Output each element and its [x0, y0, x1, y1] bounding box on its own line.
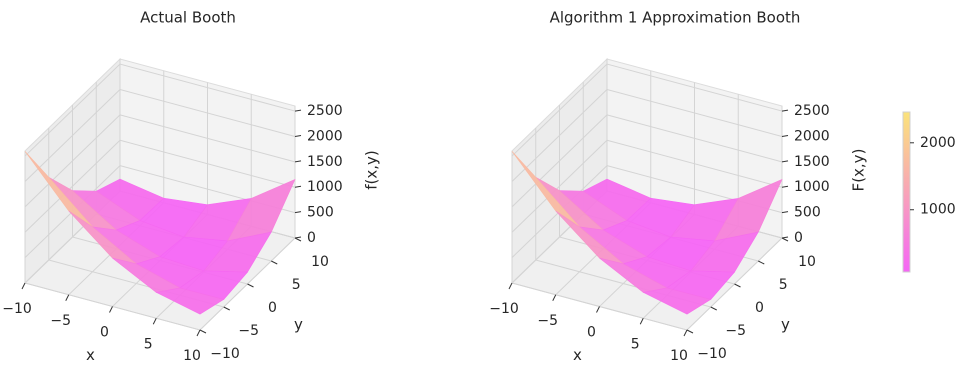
z-tick-label: 2000	[794, 128, 830, 144]
y-axis-label: y	[294, 316, 303, 334]
grid-line	[511, 139, 608, 233]
z-axis-label: f(x,y)	[363, 150, 381, 190]
x-tick	[109, 306, 113, 313]
z-tick	[781, 236, 789, 239]
y-tick-label: 10	[311, 254, 329, 270]
z-tick	[781, 134, 789, 137]
z-tick-label: 2500	[307, 103, 343, 119]
z-tick-label: 2000	[307, 128, 343, 144]
grid-line	[511, 89, 608, 182]
z-tick	[781, 160, 789, 163]
z-tick-label: 500	[307, 205, 334, 221]
y-tick	[781, 237, 789, 242]
z-tick	[294, 109, 302, 112]
y-tick	[710, 306, 717, 311]
x-tick	[152, 318, 157, 325]
x-tick-label: 10	[670, 348, 688, 364]
z-tick-label: 0	[794, 230, 803, 246]
grid-line	[606, 139, 783, 188]
x-tick-label: 5	[631, 336, 640, 352]
z-tick-label: 1500	[794, 154, 830, 170]
z-tick	[294, 185, 302, 188]
colorbar	[902, 111, 911, 273]
grid-line	[119, 88, 296, 137]
y-tick	[247, 283, 254, 288]
z-tick-label: 1000	[307, 179, 343, 195]
y-tick	[758, 260, 765, 265]
y-tick-label: 5	[292, 277, 301, 293]
grid-line	[511, 63, 608, 157]
z-tick	[781, 211, 789, 214]
x-tick	[65, 294, 70, 301]
surface-patch	[642, 287, 712, 315]
y-tick-label: 0	[268, 300, 277, 316]
grid-line	[606, 114, 783, 163]
z-tick-label: 1000	[794, 179, 830, 195]
y-tick	[686, 329, 694, 334]
chart-title: Algorithm 1 Approximation Booth	[550, 9, 801, 27]
y-tick	[294, 237, 302, 242]
z-tick	[781, 185, 789, 188]
z-tick	[294, 211, 302, 214]
x-tick-label: 0	[100, 325, 109, 341]
z-tick	[294, 134, 302, 137]
z-tick-label: 500	[794, 205, 821, 221]
grid-line	[119, 63, 296, 112]
grid-line	[24, 63, 121, 157]
y-tick	[271, 260, 278, 265]
chart-title: Actual Booth	[140, 9, 236, 27]
x-tick-label: 5	[144, 336, 153, 352]
z-tick-label: 1500	[307, 154, 343, 170]
grid-line	[606, 88, 783, 137]
y-tick-label: 0	[755, 300, 764, 316]
z-tick-label: 2500	[794, 103, 830, 119]
y-tick	[223, 306, 230, 311]
x-axis-label: x	[573, 346, 582, 364]
y-tick	[734, 283, 741, 288]
grid-line	[119, 114, 296, 163]
y-tick-label: −5	[238, 323, 259, 339]
x-tick	[639, 318, 644, 325]
grid-line	[24, 114, 121, 208]
z-tick	[294, 236, 302, 239]
grid-line	[24, 89, 121, 182]
x-tick-label: −5	[50, 313, 71, 329]
y-tick-label: −10	[210, 346, 240, 362]
x-tick	[21, 282, 26, 290]
x-tick	[683, 329, 688, 337]
x-tick-label: 0	[587, 325, 596, 341]
grid-line	[511, 114, 608, 208]
y-axis-label: y	[781, 316, 790, 334]
colorbar-tick-label: 1000	[920, 202, 956, 218]
z-tick-label: 0	[307, 230, 316, 246]
x-tick-label: −10	[489, 301, 519, 317]
x-axis-label: x	[86, 346, 95, 364]
z-tick	[294, 160, 302, 163]
colorbar-tick-label: 2000	[920, 135, 956, 151]
y-tick	[199, 329, 207, 334]
y-tick-label: 5	[779, 277, 788, 293]
z-axis-label: F(x,y)	[850, 149, 868, 192]
x-tick	[508, 282, 513, 290]
y-tick-label: 10	[798, 254, 816, 270]
y-tick-label: −10	[697, 346, 727, 362]
x-tick-label: −5	[537, 313, 558, 329]
x-tick	[552, 294, 557, 301]
grid-line	[606, 63, 783, 112]
x-tick-label: −10	[2, 301, 32, 317]
surface-patch	[155, 287, 225, 315]
x-tick-label: 10	[183, 348, 201, 364]
y-tick-label: −5	[725, 323, 746, 339]
grid-line	[24, 139, 121, 233]
grid-line	[119, 139, 296, 188]
x-tick	[196, 329, 201, 337]
x-tick	[596, 306, 600, 313]
z-tick	[781, 109, 789, 112]
